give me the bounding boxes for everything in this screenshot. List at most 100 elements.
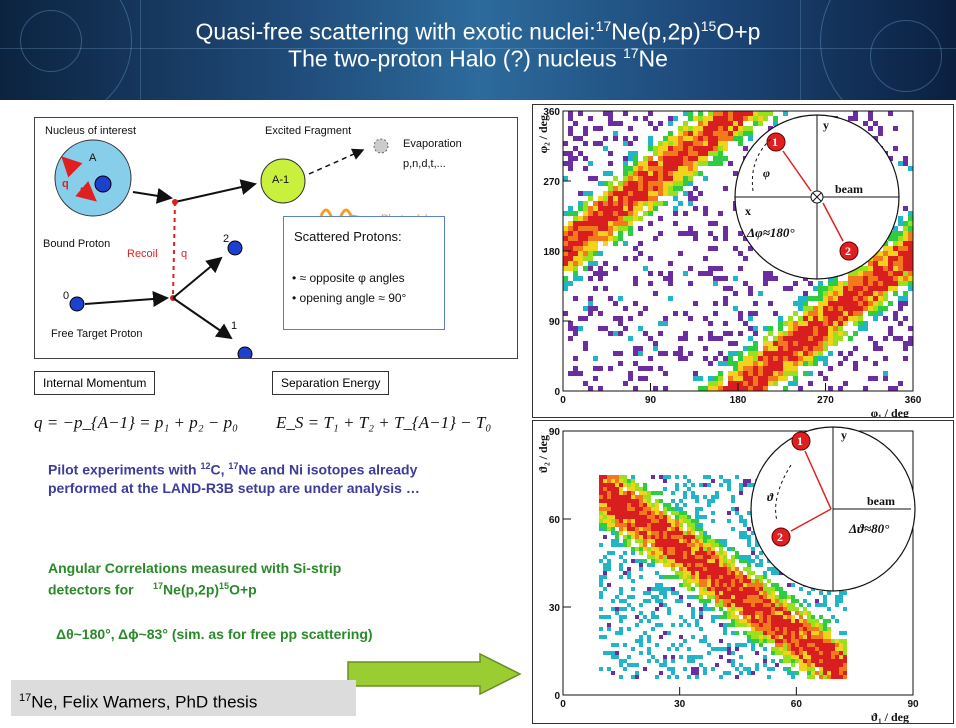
- heatmap-cell: [687, 583, 691, 587]
- heatmap-cell: [715, 559, 719, 563]
- heatmap-cell: [833, 311, 838, 316]
- heatmap-cell: [823, 671, 827, 675]
- heatmap-cell: [659, 583, 663, 587]
- heatmap-cell: [655, 539, 659, 543]
- heatmap-cell: [639, 611, 643, 615]
- heatmap-cell: [707, 539, 711, 543]
- heatmap-cell: [623, 599, 627, 603]
- inset-proton-1: [791, 431, 811, 451]
- heatmap-cell: [658, 166, 663, 171]
- heatmap-cell: [691, 595, 695, 599]
- heatmap-cell: [838, 281, 843, 286]
- heatmap-cell: [715, 587, 719, 591]
- heatmap-cell: [659, 635, 663, 639]
- heatmap-cell: [611, 531, 615, 535]
- heatmap-cell: [659, 527, 663, 531]
- heatmap-cell: [658, 201, 663, 206]
- heatmap-cell: [648, 271, 653, 276]
- heatmap-cell: [763, 623, 767, 627]
- heatmap-cell: [893, 231, 898, 236]
- heatmap-cell: [838, 351, 843, 356]
- heatmap-cell: [719, 559, 723, 563]
- heatmap-cell: [803, 356, 808, 361]
- heatmap-cell: [619, 563, 623, 567]
- heatmap-cell: [713, 146, 718, 151]
- inset-proton2-line: [822, 202, 844, 242]
- heatmap-cell: [739, 519, 743, 523]
- heatmap-cell: [883, 286, 888, 291]
- heatmap-cell: [799, 635, 803, 639]
- evaporation-label: Evaporation: [403, 138, 462, 150]
- heatmap-cell: [671, 587, 675, 591]
- heatmap-cell: [779, 647, 783, 651]
- heatmap-cell: [775, 631, 779, 635]
- heatmap-cell: [618, 351, 623, 356]
- heatmap-cell: [623, 543, 627, 547]
- heatmap-cell: [593, 306, 598, 311]
- heatmap-cell: [683, 567, 687, 571]
- heatmap-cell: [653, 146, 658, 151]
- inset-proton1-line: [804, 450, 832, 510]
- heatmap-cell: [663, 503, 667, 507]
- heatmap-cell: [738, 121, 743, 126]
- heatmap-cell: [648, 221, 653, 226]
- heatmap-cell: [703, 141, 708, 146]
- heatmap-cell: [731, 495, 735, 499]
- heatmap-cell: [608, 201, 613, 206]
- heatmap-cell: [707, 543, 711, 547]
- energy-equation: E_S = T₁ + T₂ + T_{A−1} − T₀: [276, 413, 491, 433]
- heatmap-cell: [607, 503, 611, 507]
- heatmap-cell: [803, 611, 807, 615]
- heatmap-cell: [715, 571, 719, 575]
- heatmap-cell: [908, 336, 913, 341]
- angular-correlations-line2: detectors for 17Ne(p,2p)15O+p: [48, 581, 257, 598]
- x-axis-label: φ₁ / deg: [871, 406, 909, 417]
- heatmap-cell: [758, 386, 763, 391]
- heatmap-cell: [653, 186, 658, 191]
- heatmap-cell: [863, 301, 868, 306]
- heatmap-cell: [839, 675, 843, 679]
- heatmap-cell: [908, 326, 913, 331]
- heatmap-cell: [795, 599, 799, 603]
- heatmap-cell: [823, 291, 828, 296]
- heatmap-cell: [691, 563, 695, 567]
- heatmap-cell: [815, 603, 819, 607]
- heatmap-cell: [773, 311, 778, 316]
- heatmap-cell: [728, 126, 733, 131]
- heatmap-cell: [715, 591, 719, 595]
- heatmap-cell: [753, 356, 758, 361]
- heatmap-cell: [753, 301, 758, 306]
- heatmap-cell: [683, 331, 688, 336]
- heatmap-cell: [735, 475, 739, 479]
- heatmap-cell: [679, 507, 683, 511]
- heatmap-cell: [593, 231, 598, 236]
- heatmap-cell: [675, 503, 679, 507]
- heatmap-cell: [788, 346, 793, 351]
- heatmap-cell: [687, 547, 691, 551]
- heatmap-cell: [607, 507, 611, 511]
- heatmap-cell: [703, 346, 708, 351]
- heatmap-cell: [639, 643, 643, 647]
- heatmap-cell: [818, 321, 823, 326]
- y-tick-label: 270: [543, 177, 560, 188]
- heatmap-cell: [833, 286, 838, 291]
- heatmap-cell: [607, 491, 611, 495]
- heatmap-cell: [838, 361, 843, 366]
- heatmap-cell: [603, 571, 607, 575]
- heatmap-cell: [628, 141, 633, 146]
- heatmap-cell: [607, 487, 611, 491]
- heatmap-cell: [813, 286, 818, 291]
- heatmap-cell: [635, 639, 639, 643]
- heatmap-cell: [819, 603, 823, 607]
- heatmap-cell: [599, 519, 603, 523]
- heatmap-cell: [691, 483, 695, 487]
- beam-cross: [812, 192, 822, 202]
- heatmap-cell: [695, 551, 699, 555]
- heatmap-cell: [755, 663, 759, 667]
- heatmap-cell: [795, 623, 799, 627]
- heatmap-cell: [827, 671, 831, 675]
- heatmap-cell: [683, 475, 687, 479]
- heatmap-cell: [635, 527, 639, 531]
- heatmap-cell: [619, 599, 623, 603]
- heatmap-cell: [563, 251, 568, 256]
